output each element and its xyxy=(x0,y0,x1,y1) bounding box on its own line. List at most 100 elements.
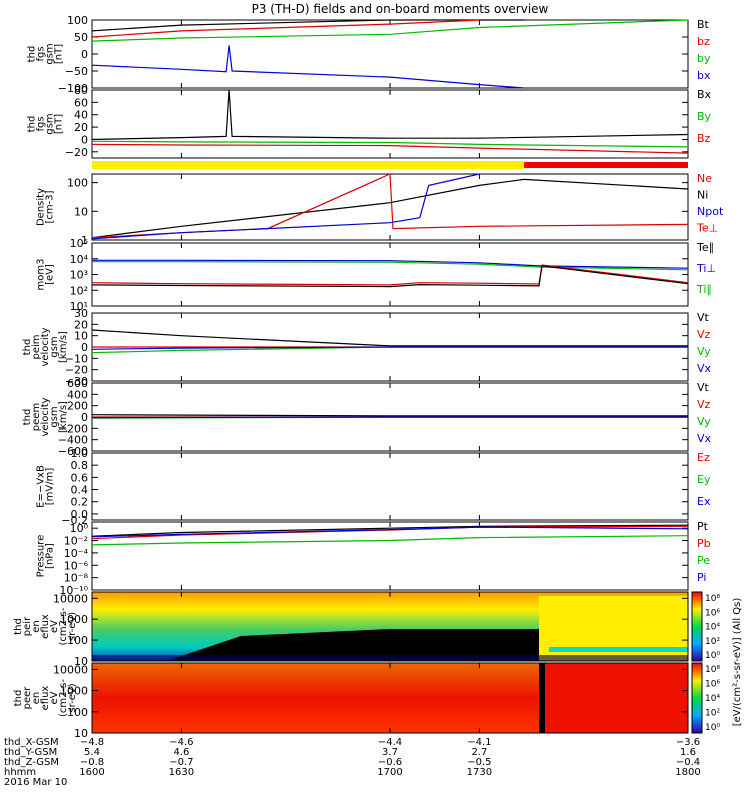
y-tick-label: 0.8 xyxy=(71,459,89,472)
y-tick-label: 40 xyxy=(74,109,88,122)
colorbar-label: 10⁶ xyxy=(705,680,720,690)
y-tick-label: 0 xyxy=(81,133,88,146)
y-tick-label: 10⁴ xyxy=(70,253,89,266)
y-tick-label: 0.6 xyxy=(71,471,89,484)
series-line-Vx xyxy=(91,416,688,419)
y-axis-label: mom3 xyxy=(36,259,47,291)
y-tick-label: 30 xyxy=(74,307,88,320)
legend-label: Pb xyxy=(697,537,711,550)
colorbar-unit-label: [eV/(cm²-s-sr-eV)] (All Qs) xyxy=(732,598,743,727)
y-tick-label: 0.0 xyxy=(71,508,89,521)
legend-label: Pi xyxy=(697,571,706,584)
legend-label: Bz xyxy=(697,132,711,145)
y-tick-label: 10² xyxy=(70,284,88,297)
legend-label: Ez xyxy=(697,451,710,464)
y-tick-label: 0.2 xyxy=(71,496,89,509)
y-axis-label: thd xyxy=(22,339,33,356)
colorbar-label: 10⁶ xyxy=(705,608,720,618)
legend-label: By xyxy=(697,110,712,123)
x-tick-label: −4.4 xyxy=(378,737,402,748)
y-axis-label: peer xyxy=(22,686,33,710)
legend-label: Vx xyxy=(697,432,712,445)
series-line-Ti⊥ xyxy=(92,259,689,269)
legend-label: Ti⊥ xyxy=(696,262,716,275)
legend-label: bx xyxy=(697,69,711,82)
y-tick-label: 100 xyxy=(67,706,88,719)
x-tick-label: −4.1 xyxy=(467,737,491,748)
legend-label: Vt xyxy=(697,311,710,324)
y-tick-label: 100 xyxy=(67,634,88,647)
y-tick-label: 10 xyxy=(74,330,88,343)
y-tick-label: 0 xyxy=(81,341,88,354)
legend-label: Ex xyxy=(697,495,711,508)
colorbar xyxy=(691,591,703,662)
date-label: 2016 Mar 10 xyxy=(4,777,67,788)
x-tick-label: 1800 xyxy=(675,767,700,778)
x-tick-label: 4.6 xyxy=(173,747,189,758)
colorbar-label: 10⁸ xyxy=(705,665,720,675)
heat-black-region xyxy=(166,629,539,661)
legend-label: Npot xyxy=(697,205,724,218)
x-tick-label: 3.7 xyxy=(382,747,398,758)
y-axis-label: (cm2-s- xyxy=(58,607,69,645)
series-line-Vx xyxy=(91,346,688,350)
heat-late-band xyxy=(549,647,688,652)
y-axis-label: E=−VxB xyxy=(36,465,47,508)
legend-label: Vz xyxy=(697,328,711,341)
y-tick-label: 10⁻⁴ xyxy=(64,547,89,560)
series-line-Vt xyxy=(91,414,688,417)
x-tick-label: 1700 xyxy=(377,767,402,778)
x-tick-label: 1.6 xyxy=(680,747,696,758)
panel-frame xyxy=(91,452,689,521)
y-axis-label: [cm-3] xyxy=(45,190,56,223)
series-line-Npot xyxy=(91,173,480,240)
series-line-By xyxy=(91,140,689,148)
y-axis-label: fgs xyxy=(36,116,47,131)
x-tick-label: −0.5 xyxy=(467,757,491,768)
y-axis-label: thd xyxy=(22,409,33,426)
y-axis-label: eV xyxy=(49,691,60,704)
x-tick-label: −4.8 xyxy=(80,737,104,748)
y-axis-label: peem xyxy=(31,403,42,431)
y-tick-label: 1000 xyxy=(60,613,88,626)
legend-label: Pe xyxy=(697,554,710,567)
legend-label: Pt xyxy=(697,520,709,533)
y-tick-label: 20 xyxy=(74,121,88,134)
colorbar xyxy=(691,662,703,734)
x-tick-label: −4.6 xyxy=(169,737,193,748)
y-axis-label: velocity xyxy=(40,327,51,366)
y-axis-label: eflux xyxy=(40,614,51,639)
y-tick-label: 100 xyxy=(67,177,88,190)
legend-label: Ni xyxy=(697,189,708,202)
y-tick-label: 20 xyxy=(74,318,88,331)
legend-label: Vt xyxy=(697,381,710,394)
y-axis-label: eflux xyxy=(40,686,51,711)
y-tick-label: −20 xyxy=(65,146,88,159)
y-axis-label: [km/s] xyxy=(58,401,69,433)
y-axis-label: (cm2-s- xyxy=(58,679,69,717)
y-tick-label: 1.0 xyxy=(71,447,89,460)
y-tick-label: 10 xyxy=(74,655,88,668)
y-axis-label: velocity xyxy=(40,397,51,436)
x-tick-label: 2.7 xyxy=(471,747,487,758)
colorbar-label: 10⁸ xyxy=(705,594,720,604)
series-line-Ni xyxy=(91,178,689,239)
x-tick-label: −3.6 xyxy=(676,737,700,748)
x-row-label: thd_Z-GSM xyxy=(4,757,59,768)
y-tick-label: 600 xyxy=(67,377,88,390)
y-tick-label: 0 xyxy=(81,48,88,61)
y-axis-label: gsm xyxy=(49,336,60,357)
x-tick-label: 5.4 xyxy=(84,747,100,758)
series-line-bx xyxy=(91,45,525,89)
series-line-Bz xyxy=(91,143,689,154)
y-tick-label: 80 xyxy=(74,84,88,97)
y-axis-label: gsm xyxy=(45,43,56,64)
y-tick-label: 10 xyxy=(74,205,88,218)
y-tick-label: 10⁻² xyxy=(64,535,88,548)
colorbar-label: 10⁰ xyxy=(705,651,720,661)
